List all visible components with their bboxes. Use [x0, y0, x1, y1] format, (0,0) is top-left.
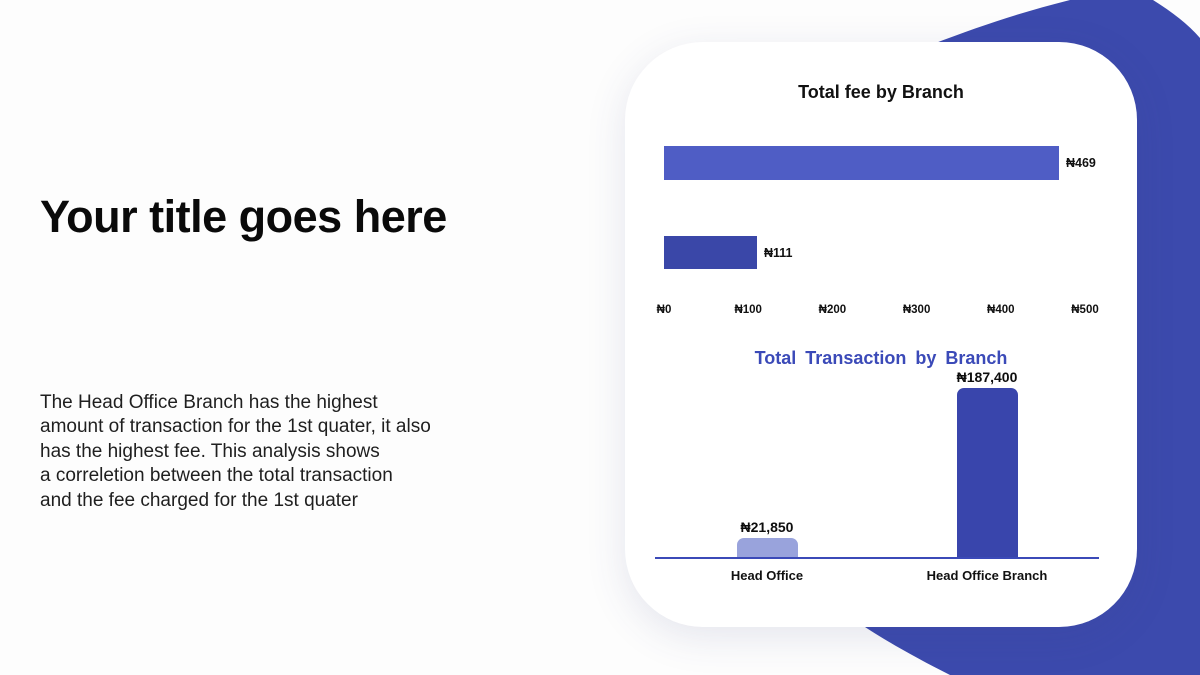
- category-label: Head Office: [730, 568, 804, 583]
- fee-bar-value-label: ₦469: [1066, 156, 1096, 170]
- fee-bar-row: ₦111: [664, 236, 793, 269]
- body-text: The Head Office Branch has the highest a…: [40, 392, 431, 511]
- category-label: Head Office Branch: [926, 568, 1048, 583]
- chart-card: Total fee by Branch ₦469 ₦111 ₦0 ₦100 ₦2…: [625, 42, 1137, 627]
- fee-bar: [664, 236, 757, 269]
- text-panel: Your title goes here The Head Office Bra…: [40, 0, 600, 675]
- transaction-bar-value-label: ₦21,850: [740, 519, 794, 535]
- x-axis-line: [655, 557, 1099, 559]
- fee-bar-row: ₦469: [664, 146, 1096, 180]
- axis-tick-label: ₦400: [987, 304, 1015, 316]
- axis-tick-label: ₦200: [818, 304, 847, 316]
- transaction-bar-value-label: ₦187,400: [956, 369, 1018, 385]
- axis-tick-label: ₦500: [1071, 304, 1099, 316]
- fee-bar: [664, 146, 1059, 180]
- fee-chart-title: Total fee by Branch: [798, 82, 964, 102]
- axis-tick-label: ₦0: [656, 304, 672, 316]
- transaction-bar: [737, 538, 798, 558]
- page-title: Your title goes here: [40, 191, 447, 242]
- transaction-bar: [957, 388, 1018, 558]
- axis-tick-label: ₦100: [734, 304, 762, 316]
- axis-tick-label: ₦300: [902, 304, 931, 316]
- transaction-chart-title: Total Transaction by Branch: [754, 348, 1008, 368]
- fee-bar-value-label: ₦111: [764, 245, 793, 260]
